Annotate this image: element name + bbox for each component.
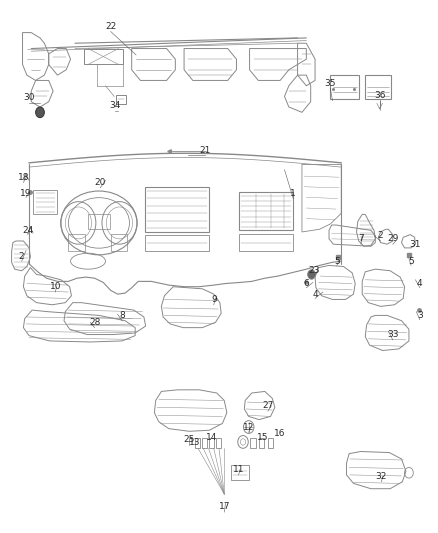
- Text: 23: 23: [308, 266, 320, 275]
- Text: 32: 32: [376, 472, 387, 481]
- Text: 31: 31: [409, 240, 420, 249]
- Text: 4: 4: [417, 279, 423, 288]
- Text: 12: 12: [243, 423, 254, 432]
- Circle shape: [35, 107, 44, 118]
- Text: 5: 5: [408, 257, 414, 265]
- Text: 22: 22: [105, 22, 117, 31]
- Text: 34: 34: [110, 101, 121, 110]
- Text: 35: 35: [325, 78, 336, 87]
- Text: 2: 2: [378, 231, 383, 240]
- Text: 30: 30: [23, 93, 35, 102]
- Text: 27: 27: [262, 401, 274, 410]
- Text: 9: 9: [211, 295, 217, 304]
- Text: 29: 29: [387, 235, 399, 244]
- Text: 24: 24: [22, 226, 33, 235]
- Text: 33: 33: [387, 330, 399, 339]
- Text: 11: 11: [233, 465, 244, 474]
- Circle shape: [307, 270, 315, 279]
- Text: 16: 16: [273, 430, 285, 439]
- Text: 5: 5: [334, 257, 340, 265]
- Text: 1: 1: [290, 189, 296, 198]
- Text: 7: 7: [358, 235, 364, 244]
- Text: 14: 14: [205, 433, 217, 442]
- Text: 13: 13: [189, 439, 201, 448]
- Text: 25: 25: [184, 435, 195, 444]
- Text: 18: 18: [18, 173, 29, 182]
- Text: 6: 6: [304, 279, 309, 288]
- Text: 3: 3: [417, 311, 423, 320]
- Text: 21: 21: [199, 146, 211, 155]
- Text: 15: 15: [257, 433, 268, 442]
- Text: 8: 8: [119, 311, 125, 320]
- Text: 2: 2: [19, 253, 25, 261]
- Text: 17: 17: [219, 502, 230, 511]
- Text: 36: 36: [374, 91, 385, 100]
- Text: 10: 10: [49, 282, 61, 291]
- Text: 4: 4: [312, 289, 318, 298]
- Text: 28: 28: [89, 318, 100, 327]
- Text: 19: 19: [20, 189, 32, 198]
- Text: 20: 20: [95, 178, 106, 187]
